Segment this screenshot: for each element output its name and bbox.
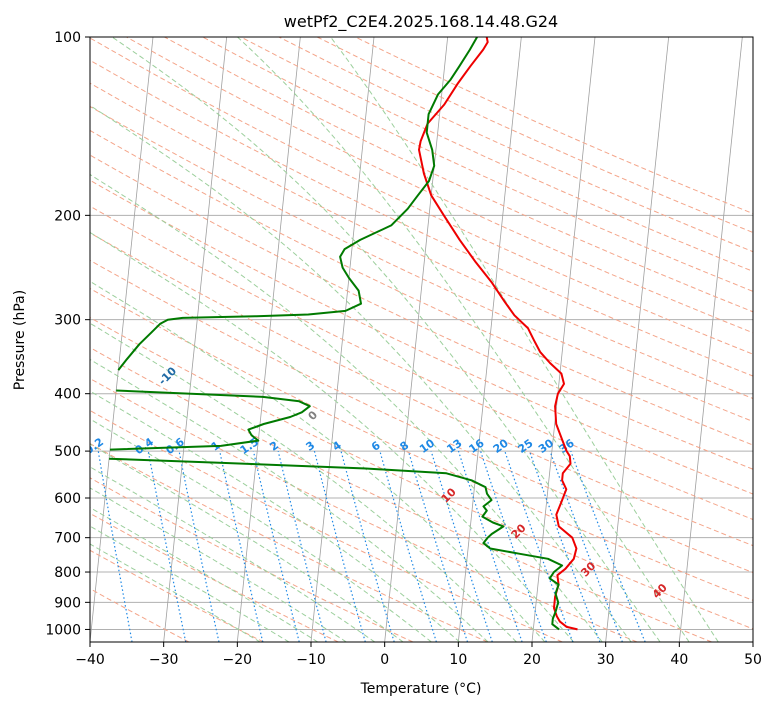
isotherm-line xyxy=(163,37,228,642)
isotherm-line xyxy=(752,638,753,642)
mixing-ratio-line xyxy=(407,450,469,642)
dry-adiabat-line xyxy=(126,37,753,334)
dry-adiabat-line xyxy=(90,442,488,642)
temperature-profile-line xyxy=(418,37,578,631)
moist-adiabat-line xyxy=(111,37,661,642)
moist-adiabat-line xyxy=(90,543,261,642)
moist-adiabat-line xyxy=(90,390,461,642)
moist-adiabat-line xyxy=(330,37,719,642)
plot-background xyxy=(90,37,753,642)
mixing-ratio-line xyxy=(178,450,220,642)
dry-adiabat-line xyxy=(90,179,753,495)
moist-adiabat-line xyxy=(90,466,376,642)
x-tick-label: 0 xyxy=(380,652,389,668)
y-tick-label: 800 xyxy=(54,565,81,581)
dry-adiabat-line xyxy=(90,205,753,521)
y-tick-label: 200 xyxy=(54,208,81,224)
isotherm-line xyxy=(457,37,522,642)
dry-adiabat-line xyxy=(90,477,414,642)
isotherm-line xyxy=(384,37,449,642)
mixing-ratio-line xyxy=(379,450,437,642)
moist-adiabat-line xyxy=(90,418,432,642)
isotherm-line xyxy=(236,37,301,642)
y-tick-label: 900 xyxy=(54,595,81,611)
dry-adiabat-line xyxy=(202,37,753,292)
dry-adiabat-line xyxy=(90,588,190,642)
dry-adiabat-line xyxy=(90,377,638,642)
moist-adiabat-line xyxy=(237,37,690,642)
x-tick-label: 50 xyxy=(744,652,762,668)
moist-adiabat-line xyxy=(90,443,404,642)
moist-adiabat-line xyxy=(90,104,632,642)
y-tick-label: 300 xyxy=(54,313,81,329)
x-tick-label: 10 xyxy=(449,652,467,668)
dry-adiabat-line xyxy=(90,129,753,446)
y-tick-label: 100 xyxy=(54,30,81,46)
x-tick-label: −10 xyxy=(296,652,326,668)
mixing-ratio-line xyxy=(277,450,327,642)
y-tick-label: 500 xyxy=(54,444,81,460)
plot-frame xyxy=(89,36,754,643)
dry-adiabat-line xyxy=(164,37,753,313)
mixing-ratio-line xyxy=(219,450,264,642)
mixing-ratio-line xyxy=(252,450,300,642)
x-tick-label: −20 xyxy=(223,652,253,668)
y-axis-title: Pressure (hPa) xyxy=(12,290,28,390)
isotherm-line xyxy=(90,37,154,642)
moist-adiabat-line xyxy=(90,231,574,642)
dry-adiabat-line xyxy=(90,37,753,355)
dewpoint-mid-profile-line xyxy=(117,37,478,371)
isotherm-line xyxy=(0,37,6,642)
y-tick-label: 600 xyxy=(54,491,81,507)
mixing-ratio-line xyxy=(528,450,601,642)
dry-adiabat-line xyxy=(90,259,753,574)
y-tick-label: 1000 xyxy=(45,622,81,638)
mixing-ratio-line xyxy=(430,450,493,642)
moist-adiabat-line xyxy=(90,322,517,642)
mixing-ratio-line xyxy=(504,450,574,642)
mixing-ratio-line xyxy=(313,450,366,642)
moist-adiabat-line xyxy=(90,525,290,642)
y-tick-label: 700 xyxy=(54,531,81,547)
chart-title: wetPf2_C2E4.2025.168.14.48.G24 xyxy=(284,12,558,32)
x-tick-label: −30 xyxy=(149,652,179,668)
dry-adiabat-line xyxy=(90,549,264,642)
mixing-ratio-line xyxy=(457,450,523,642)
dry-adiabat-line xyxy=(90,317,753,630)
dry-adiabat-line xyxy=(90,287,753,601)
isotherm-line xyxy=(531,37,596,642)
mixing-ratio-line xyxy=(480,450,547,642)
dewpoint-profile-line xyxy=(109,457,564,631)
x-tick-label: 30 xyxy=(597,652,615,668)
mixing-ratio-line xyxy=(340,450,395,642)
x-tick-label: 20 xyxy=(523,652,541,668)
dry-adiabat-line xyxy=(90,346,712,642)
y-tick-label: 400 xyxy=(54,387,81,403)
x-tick-label: 40 xyxy=(670,652,688,668)
isotherm-line xyxy=(605,37,670,642)
mixing-ratio-line xyxy=(570,450,646,642)
isotherm-line xyxy=(678,37,743,642)
dry-adiabat-line xyxy=(90,232,753,547)
moist-adiabat-line xyxy=(90,173,603,642)
dry-adiabat-line xyxy=(90,154,753,470)
x-axis-title: Temperature (°C) xyxy=(360,681,482,697)
moist-adiabat-line xyxy=(90,280,546,642)
mixing-ratio-line xyxy=(549,450,623,642)
mixing-ratio-line xyxy=(147,450,187,642)
x-tick-label: −40 xyxy=(75,652,105,668)
dewpoint-upper-profile-line xyxy=(109,389,311,451)
moist-adiabat-line xyxy=(90,506,319,642)
dry-adiabat-line xyxy=(90,409,563,642)
